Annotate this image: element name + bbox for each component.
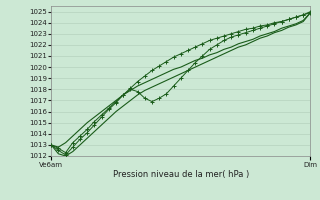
X-axis label: Pression niveau de la mer( hPa ): Pression niveau de la mer( hPa )	[113, 170, 249, 179]
